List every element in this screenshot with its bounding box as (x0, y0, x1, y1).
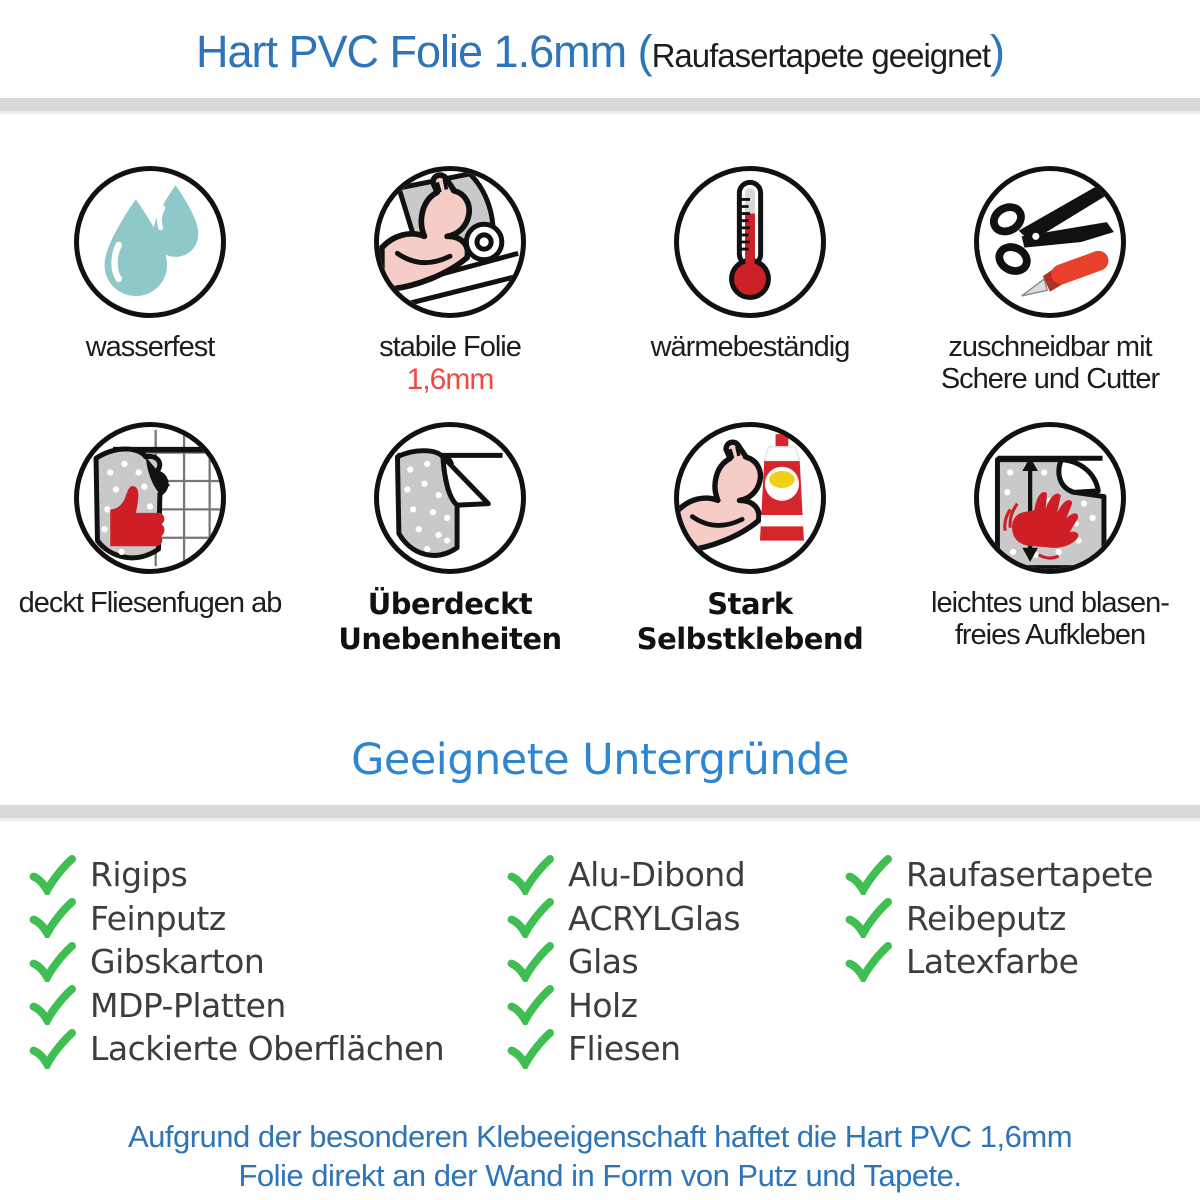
surface-label: Glas (568, 942, 639, 982)
check-icon (504, 985, 556, 1026)
list-item: Alu-Dibond (504, 853, 842, 897)
check-icon (26, 941, 78, 982)
surface-label: Holz (568, 985, 638, 1025)
surface-label: Latexfarbe (906, 942, 1079, 982)
page-title: Hart PVC Folie 1.6mm (Raufasertapete gee… (0, 0, 1200, 86)
surface-label: Lackierte Oberflächen (90, 1029, 445, 1069)
surface-label: Gibskarton (90, 942, 265, 982)
surface-label: Alu-Dibond (568, 855, 746, 895)
feature-caption: deckt Fliesenfugen ab (18, 587, 283, 619)
surface-label: Raufasertapete (906, 855, 1153, 895)
feature-stable-foil: stabile Folie 1,6mm (300, 166, 600, 396)
feature-grid: wasserfest stabile Folie 1,6mm (0, 166, 1200, 657)
scissors-cutter-icon (974, 166, 1126, 318)
list-item: Rigips (26, 853, 504, 897)
divider-top (0, 98, 1200, 114)
check-icon (26, 898, 78, 939)
surface-label: MDP-Platten (90, 985, 286, 1025)
thumb-tiles-icon (74, 422, 226, 574)
list-item: ACRYLGlas (504, 897, 842, 941)
feature-caption: stabile Folie 1,6mm (379, 331, 522, 396)
feature-caption: wasserfest (85, 331, 216, 363)
check-icon (26, 1028, 78, 1069)
feature-self-adhesive: Stark Selbstklebend (600, 422, 900, 657)
check-icon (842, 941, 894, 982)
check-icon (504, 941, 556, 982)
list-item: Raufasertapete (842, 853, 1200, 897)
foil-fold-icon (374, 422, 526, 574)
title-paren-open: ( (637, 26, 653, 77)
surface-label: Fliesen (568, 1029, 681, 1069)
surfaces-column-2: Alu-Dibond ACRYLGlas Glas Holz Fliesen (504, 853, 842, 1071)
list-item: Holz (504, 984, 842, 1028)
list-item: Fliesen (504, 1027, 842, 1071)
list-item: Feinputz (26, 897, 504, 941)
surfaces-column-3: Raufasertapete Reibeputz Latexfarbe (842, 853, 1200, 1071)
feature-caption: Stark Selbstklebend (636, 587, 864, 656)
feature-caption: Überdeckt Unebenheiten (338, 587, 562, 656)
surface-label: Feinputz (90, 898, 226, 938)
surface-label: Reibeputz (906, 898, 1066, 938)
muscle-glue-icon (674, 422, 826, 574)
water-drops-icon (74, 166, 226, 318)
feature-caption: zuschneidbar mit Schere und Cutter (940, 331, 1160, 395)
list-item: Latexfarbe (842, 940, 1200, 984)
feature-caption: wärmebeständig (650, 331, 851, 363)
surface-label: ACRYLGlas (568, 898, 741, 938)
title-subtitle: Raufasertapete geeignet (651, 37, 991, 74)
thermometer-icon (674, 166, 826, 318)
list-item: MDP-Platten (26, 984, 504, 1028)
feature-covers-tile-joints: deckt Fliesenfugen ab (0, 422, 300, 657)
list-item: Lackierte Oberflächen (26, 1027, 504, 1071)
surfaces-checklist: Rigips Feinputz Gibskarton MDP-Platten L… (0, 853, 1200, 1071)
list-item: Reibeputz (842, 897, 1200, 941)
surfaces-column-1: Rigips Feinputz Gibskarton MDP-Platten L… (26, 853, 504, 1071)
divider-middle (0, 805, 1200, 821)
feature-caption: leichtes und blasen- freies Aufkleben (931, 587, 1170, 651)
check-icon (504, 854, 556, 895)
title-main: Hart PVC Folie 1.6mm (195, 26, 638, 77)
check-icon (26, 854, 78, 895)
feature-bubble-free: leichtes und blasen- freies Aufkleben (900, 422, 1200, 657)
footer-line-2: Folie direkt an der Wand in Form von Put… (238, 1157, 962, 1193)
footer-note: Aufgrund der besonderen Klebeeigenschaft… (0, 1117, 1200, 1195)
surface-label: Rigips (90, 855, 188, 895)
list-item: Glas (504, 940, 842, 984)
footer-line-1: Aufgrund der besonderen Klebeeigenschaft… (127, 1118, 1073, 1154)
title-paren-close: ) (990, 26, 1005, 77)
hand-press-icon (974, 422, 1126, 574)
muscle-foil-icon (374, 166, 526, 318)
check-icon (842, 898, 894, 939)
check-icon (842, 854, 894, 895)
check-icon (504, 898, 556, 939)
check-icon (504, 1028, 556, 1069)
feature-heat-resistant: wärmebeständig (600, 166, 900, 396)
feature-cuttable: zuschneidbar mit Schere und Cutter (900, 166, 1200, 396)
list-item: Gibskarton (26, 940, 504, 984)
surfaces-heading: Geeignete Untergründe (351, 735, 849, 785)
thickness-value: 1,6mm (406, 363, 495, 396)
feature-covers-unevenness: Überdeckt Unebenheiten (300, 422, 600, 657)
feature-waterproof: wasserfest (0, 166, 300, 396)
check-icon (26, 985, 78, 1026)
